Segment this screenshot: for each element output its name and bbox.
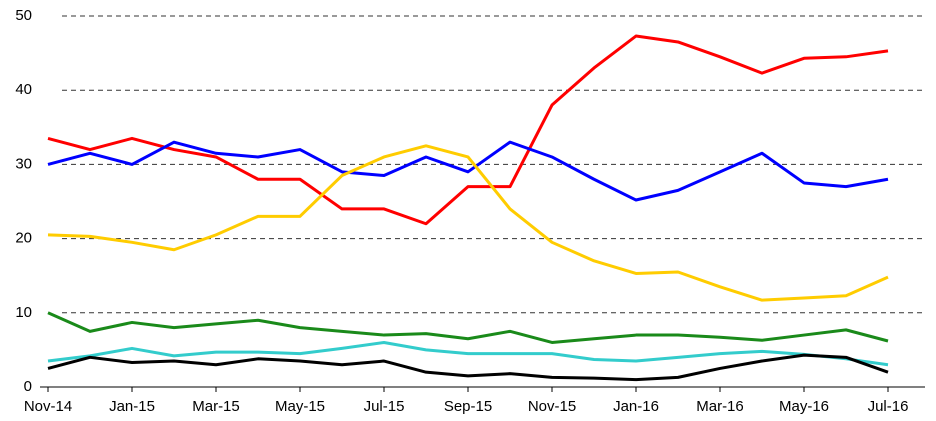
x-tick-label: Mar-16 — [696, 398, 744, 415]
y-tick-label: 10 — [15, 304, 32, 321]
line-series — [47, 34, 889, 226]
x-tick-label: May-16 — [779, 398, 829, 415]
y-tick-label: 40 — [15, 81, 32, 98]
line-series — [47, 311, 889, 344]
y-tick-label: 30 — [15, 155, 32, 172]
x-tick-label: Sep-15 — [444, 398, 492, 415]
y-tick-label: 0 — [24, 378, 32, 395]
y-tick-label: 50 — [15, 7, 32, 24]
x-tick-label: Jul-15 — [364, 398, 405, 415]
y-tick-label: 20 — [15, 230, 32, 247]
line-series — [47, 144, 889, 302]
line-series — [47, 353, 889, 382]
x-tick-label: Nov-14 — [24, 398, 72, 415]
x-tick-label: Jan-15 — [109, 398, 155, 415]
line-series — [47, 140, 889, 202]
x-tick-label: Nov-15 — [528, 398, 576, 415]
x-tick-label: Mar-15 — [192, 398, 240, 415]
x-tick-label: Jul-16 — [868, 398, 909, 415]
x-tick-label: May-15 — [275, 398, 325, 415]
x-tick-label: Jan-16 — [613, 398, 659, 415]
line-series — [47, 340, 889, 367]
